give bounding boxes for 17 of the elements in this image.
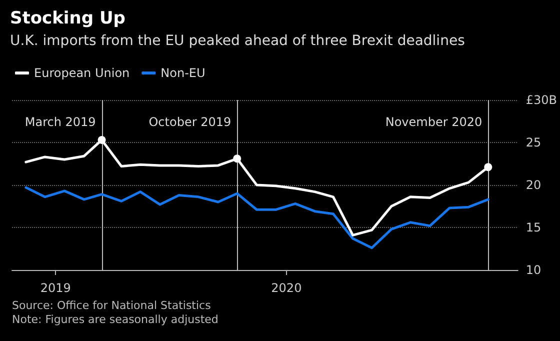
y-tick-label: 20 <box>526 178 542 192</box>
y-tick-label: 15 <box>526 220 542 234</box>
y-tick-label: 10 <box>526 263 542 277</box>
chart-title: Stocking Up <box>10 8 126 28</box>
line-series <box>24 186 490 250</box>
y-tick-label: 25 <box>526 136 542 150</box>
chart-subtitle: U.K. imports from the EU peaked ahead of three Brexit deadlines <box>10 33 465 49</box>
text: Note: Figures are seasonally adjusted <box>12 313 218 326</box>
ref-line-label: October 2019 <box>148 115 232 129</box>
x-tick-label: 2020 <box>271 281 302 295</box>
ref-line-label: November 2020 <box>385 115 482 129</box>
legend-label: European Union <box>34 66 130 80</box>
ref-line-label: March 2019 <box>24 115 96 129</box>
y-tick-label: £30B <box>526 93 558 107</box>
source-note: Source: Office for National Statistics <box>12 299 212 312</box>
legend-label: Non-EU <box>160 66 206 80</box>
x-tick-label: 2019 <box>40 281 71 295</box>
